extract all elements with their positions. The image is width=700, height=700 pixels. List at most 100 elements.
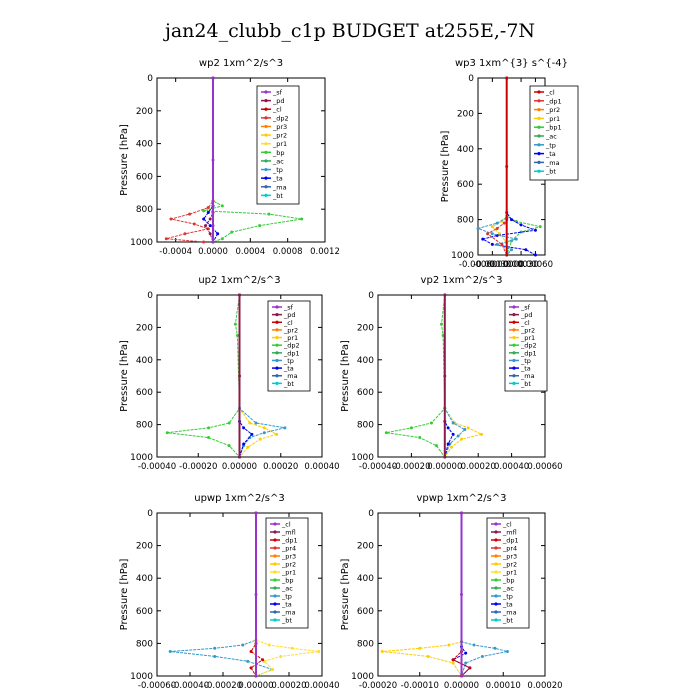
legend-marker [537,125,541,129]
legend-entry: _mfl [502,529,517,537]
y-tick-label: 200 [457,109,474,119]
x-tick-label: 0.0012 [310,247,340,257]
legend-marker [494,530,498,534]
data-point [208,224,212,228]
legend-marker [512,335,516,340]
data-point [472,643,476,647]
data-point [202,240,206,244]
data-point [505,165,509,168]
data-point [486,232,490,236]
data-point [418,436,422,440]
data-point [418,646,422,650]
legend-marker [264,142,268,146]
legend-entry: _tp [281,593,292,601]
legend-marker [494,618,498,622]
chart-6: vpwp 1xm^2/s^3 Pressure [hPa] 0 200 400 600 80… [340,493,563,691]
legend-entry: _ac [502,585,514,593]
data-point [267,212,271,216]
x-tick-label: 0.00060 [527,462,562,472]
legend-marker [264,159,268,163]
series-line-ta [203,78,219,243]
y-tick-label: 1000 [130,672,153,682]
x-tick-label: -0.00010 [401,681,439,691]
data-point [524,248,528,252]
data-point [246,659,250,663]
data-point [538,225,542,229]
y-tick-label: 400 [136,356,153,366]
x-tick-label: 0.00040 [304,681,339,691]
data-point [446,442,450,446]
x-tick-label: 0.00030 [503,260,538,270]
legend-marker [275,320,279,324]
legend-entry: _bt [283,380,294,388]
series-line-dp2 [167,294,241,458]
data-point [490,242,494,246]
legend-entry: _pr3 [281,553,296,561]
plot-frame [156,512,323,677]
x-tick-label: 0.0008 [273,247,303,257]
data-point [495,242,499,246]
legend-entry: _ma [281,609,296,617]
data-point [206,206,210,210]
legend-marker [264,193,268,197]
chart-title: up2 1xm^2/s^3 [198,275,280,286]
legend-marker [537,134,541,138]
legend-marker [264,167,268,172]
y-tick-label: 600 [357,388,374,398]
x-tick-label: -0.00030 [473,260,511,270]
x-tick-label: 0.00060 [518,260,553,270]
chart-3: up2 1xm^2/s^3 Pressure [hPa] 0 200 400 600 800… [119,275,340,472]
data-point [271,667,274,671]
legend-entry: _pr1 [272,140,287,148]
data-point [202,217,206,221]
data-point [426,654,430,658]
y-axis-label: Pressure [hPa] [119,124,130,196]
y-tick-label: 600 [457,180,474,190]
data-point [267,643,271,647]
legend-entry: _ma [545,159,560,167]
y-tick-label: 0 [468,74,474,84]
data-point [211,224,215,228]
y-tick-label: 0 [368,509,374,519]
data-point [261,658,265,662]
legend-marker [273,586,277,590]
data-point [468,666,472,670]
data-point [481,237,485,241]
legend-marker [275,313,279,317]
legend-marker [273,578,277,582]
data-point [208,217,212,221]
legend-entry: _pr2 [520,326,535,334]
data-point [238,374,241,378]
legend-entry: _pr1 [545,115,560,123]
data-point [456,434,460,438]
legend-entry: _ta [272,175,283,183]
data-point [165,431,169,435]
data-point [449,445,453,449]
data-point [211,240,215,244]
figure-title: jan24_clubb_c1p BUDGET at255E,-7N [164,20,536,42]
data-point [300,217,304,221]
data-point [227,444,231,448]
data-point [208,232,212,236]
data-point [533,253,537,257]
legend-entry: _cl [502,521,512,529]
y-tick-label: 400 [136,574,153,584]
data-point [480,432,484,436]
legend-entry: _tp [520,357,531,365]
legend-entry: _ma [272,183,287,191]
legend-box [486,517,530,629]
data-point [493,646,497,650]
legend-marker [264,133,268,137]
legend-entry: _cl [520,319,530,327]
legend-marker [494,562,498,566]
legend-marker [494,586,498,590]
y-axis-label: Pressure [hPa] [340,340,351,412]
x-tick-label: 0.00000 [238,681,273,691]
data-point [242,442,246,446]
data-point [275,432,279,436]
y-axis-label: Pressure [hPa] [119,559,130,631]
legend-marker [512,374,516,378]
data-point [533,228,537,232]
x-tick-label: -0.00020 [392,462,430,472]
data-point [480,654,484,658]
